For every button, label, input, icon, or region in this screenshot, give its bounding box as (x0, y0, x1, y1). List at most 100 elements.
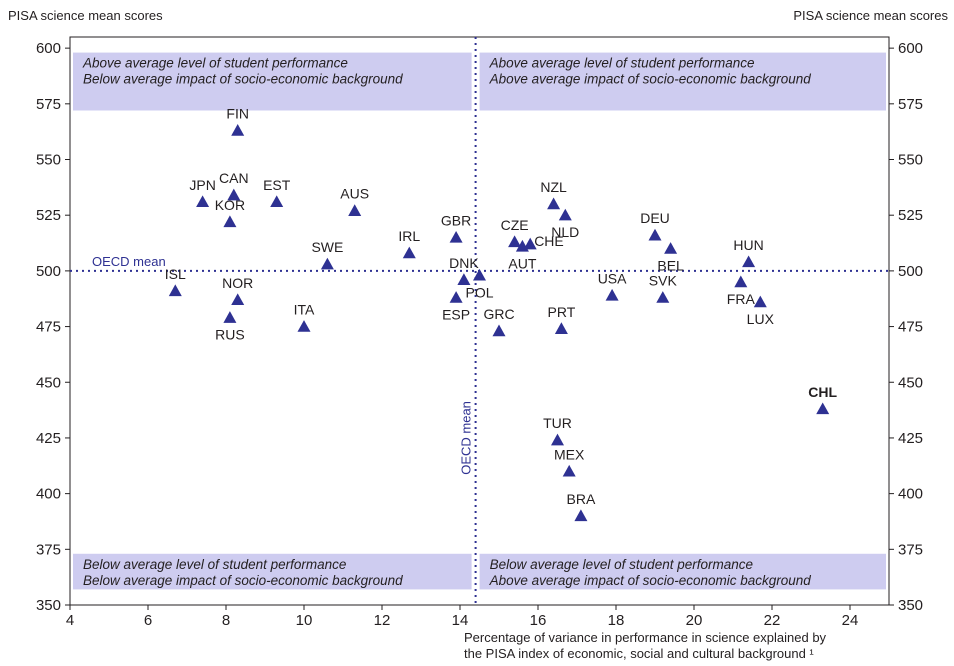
y-tick-label-right: 600 (898, 40, 923, 57)
point-marker (551, 433, 564, 446)
data-point-prt: PRT (548, 304, 576, 334)
x-tick-label: 8 (222, 612, 230, 629)
data-point-hun: HUN (733, 237, 764, 268)
data-point-nld: NLD (551, 208, 579, 240)
quadrant-band-bottom-left (73, 553, 472, 590)
x-tick-label: 10 (296, 612, 313, 629)
data-point-swe: SWE (311, 239, 343, 270)
point-marker (523, 237, 537, 250)
x-tick-label: 22 (764, 612, 781, 629)
x-tick-label: 6 (144, 612, 152, 629)
data-point-isl: ISL (165, 266, 186, 297)
data-point-nor: NOR (222, 275, 253, 306)
y-tick-label-left: 600 (36, 40, 61, 57)
point-label: FRA (727, 291, 756, 307)
point-label: MEX (554, 446, 585, 462)
y-axis-title-right: PISA science mean scores (793, 8, 948, 23)
y-tick-label-right: 450 (898, 374, 923, 391)
point-label: FIN (226, 106, 249, 122)
point-label: DNK (449, 255, 479, 271)
point-marker (223, 215, 237, 228)
y-tick-label-right: 425 (898, 430, 923, 447)
quadrant-text-top-right-line1: Above average level of student performan… (489, 56, 755, 71)
y-tick-label-right: 550 (898, 152, 923, 169)
point-marker (574, 509, 588, 522)
point-marker (648, 228, 662, 241)
data-point-rus: RUS (215, 311, 245, 343)
quadrant-text-top-left-line2: Below average impact of socio-economic b… (83, 72, 403, 87)
x-tick-label: 24 (842, 612, 859, 629)
y-tick-label-right: 500 (898, 263, 923, 280)
point-label: NLD (551, 224, 579, 240)
x-tick-label: 16 (530, 612, 547, 629)
y-tick-label-left: 400 (36, 486, 61, 503)
y-tick-label-right: 375 (898, 541, 923, 558)
x-axis-title-line1: Percentage of variance in performance in… (464, 630, 827, 645)
point-label: AUT (508, 255, 536, 271)
point-label: GBR (441, 212, 471, 228)
point-marker (664, 242, 678, 254)
y-tick-label-right: 525 (898, 207, 923, 224)
point-marker (449, 230, 463, 243)
y-axis-title-left: PISA science mean scores (8, 8, 163, 23)
data-point-irl: IRL (398, 228, 420, 259)
data-point-nzl: NZL (540, 179, 567, 210)
y-tick-label-left: 500 (36, 263, 61, 280)
x-axis-title-line2: the PISA index of economic, social and c… (464, 646, 814, 661)
point-label: SVK (649, 273, 678, 289)
point-label: POL (465, 284, 493, 300)
point-label: CHL (808, 384, 837, 400)
point-label: GRC (483, 306, 514, 322)
point-label: USA (598, 270, 627, 286)
point-marker (270, 195, 284, 208)
data-point-fra: FRA (727, 275, 756, 307)
point-label: AUS (340, 186, 369, 202)
x-tick-label: 4 (66, 612, 74, 629)
data-point-svk: SVK (649, 273, 678, 303)
y-tick-label-right: 575 (898, 96, 923, 113)
quadrant-text-bottom-right-line2: Above average impact of socio-economic b… (489, 573, 812, 588)
point-marker (605, 288, 619, 301)
data-point-jpn: JPN (189, 177, 216, 208)
point-label: TUR (543, 415, 572, 431)
data-point-che: CHE (523, 233, 564, 250)
oecd-mean-label-vertical: OECD mean (459, 401, 474, 475)
point-marker (168, 284, 182, 297)
point-marker (734, 275, 748, 288)
point-marker (753, 295, 767, 308)
data-point-dnk: DNK (449, 255, 479, 285)
point-marker (554, 322, 568, 334)
data-point-mex: MEX (554, 446, 585, 477)
x-tick-label: 14 (452, 612, 469, 629)
data-point-pol: POL (465, 268, 494, 300)
point-label: ITA (294, 302, 315, 318)
point-marker (297, 320, 311, 332)
data-point-bra: BRA (567, 491, 596, 522)
quadrant-band-top-right (479, 52, 886, 111)
point-label: CAN (219, 170, 249, 186)
point-label: LUX (747, 311, 775, 327)
data-point-bel: BEL (657, 242, 684, 274)
quadrant-text-bottom-left-line2: Below average impact of socio-economic b… (83, 573, 403, 588)
data-point-esp: ESP (442, 291, 470, 323)
plot-frame (69, 36, 890, 606)
data-point-lux: LUX (747, 295, 775, 327)
point-marker (656, 291, 670, 303)
x-tick-label: 20 (686, 612, 703, 629)
point-marker (473, 268, 486, 281)
point-label: RUS (215, 327, 245, 343)
quadrant-text-bottom-right-line1: Below average level of student performan… (490, 557, 753, 572)
point-marker (231, 124, 245, 136)
quadrant-text-bottom-left-line1: Below average level of student performan… (83, 557, 346, 572)
y-tick-label-left: 450 (36, 374, 61, 391)
point-marker (492, 324, 506, 337)
point-label: CHE (534, 233, 564, 249)
point-marker (816, 402, 830, 415)
data-point-aut: AUT (508, 239, 537, 271)
y-tick-label-left: 375 (36, 541, 61, 558)
point-marker (508, 235, 522, 248)
y-tick-label-right: 400 (898, 486, 923, 503)
point-label: EST (263, 177, 291, 193)
point-marker (231, 293, 245, 306)
